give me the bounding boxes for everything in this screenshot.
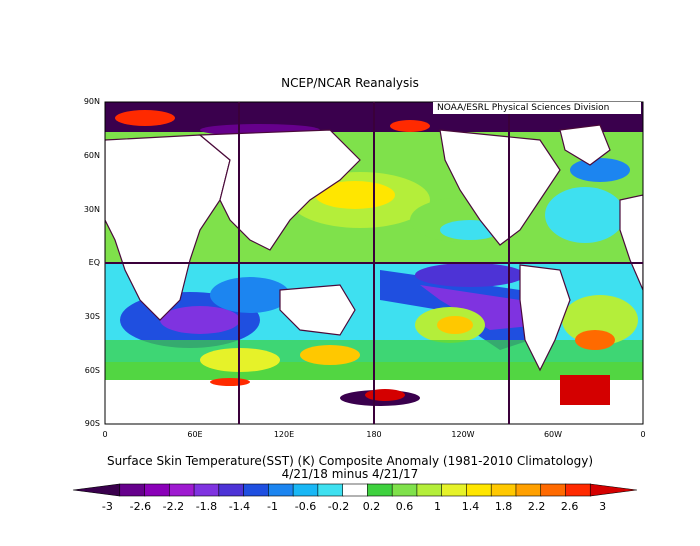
colorbar-swatch [193,483,220,497]
colorbar-swatch [168,483,195,497]
colorbar-label: 1.8 [494,500,513,513]
lat-label: 60N [83,151,100,160]
lon-label: 120E [273,430,295,439]
lon-label: 0 [102,430,108,439]
colorbar-swatch [367,483,393,497]
colorbar-swatch [144,483,171,497]
colorbar-swatch [490,483,517,497]
lon-label: 60W [543,430,563,439]
colorbar-label: -2.6 [129,500,152,513]
colorbar-label: 0.2 [362,500,381,513]
colorbar-swatch [391,483,418,497]
colorbar-label: -0.6 [294,500,317,513]
colorbar-label: 2.2 [527,500,546,513]
colorbar-label: -0.2 [327,500,350,513]
date-caption: 4/21/18 minus 4/21/17 [281,467,419,481]
colorbar-swatch [540,483,567,497]
colorbar-label: 3 [599,500,607,513]
colorbar-swatch [589,483,638,497]
lat-label: 90N [83,97,100,106]
lon-label: 0 [640,430,646,439]
lat-label: 90S [84,419,100,428]
map-grid [104,101,644,425]
colorbar-swatch [317,483,344,497]
colorbar-label: 1.4 [461,500,480,513]
colorbar [72,483,638,497]
colorbar-swatch [72,483,121,497]
colorbar-swatch [268,483,294,497]
colorbar-swatch [342,483,369,497]
colorbar-label: -1.8 [195,500,218,513]
lon-label: 60E [187,430,203,439]
lat-label: 60S [84,366,100,375]
colorbar-swatch [565,483,592,497]
colorbar-swatch [515,483,542,497]
colorbar-label: -3 [101,500,113,513]
colorbar-label: -2.2 [162,500,185,513]
colorbar-swatch [243,483,270,497]
colorbar-label: 1 [434,500,442,513]
colorbar-swatch [119,483,146,497]
lon-label: 180 [366,430,382,439]
colorbar-label: 2.6 [560,500,579,513]
lat-label: 30N [83,205,100,214]
lat-label: 30S [84,312,100,321]
source-label: NOAA/ESRL Physical Sciences Division [433,102,641,114]
colorbar-swatch [218,483,245,497]
colorbar-label: -1.4 [228,500,251,513]
lat-label: EQ [88,258,100,267]
colorbar-swatch [416,483,443,497]
colorbar-swatch [292,483,319,497]
colorbar-swatch [466,483,492,497]
colorbar-swatch [441,483,468,497]
colorbar-label: 0.6 [395,500,414,513]
variable-caption: Surface Skin Temperature(SST) (K) Compos… [106,454,594,468]
colorbar-label: -1 [266,500,278,513]
map-title: NCEP/NCAR Reanalysis [281,76,419,90]
lon-label: 120W [451,430,475,439]
